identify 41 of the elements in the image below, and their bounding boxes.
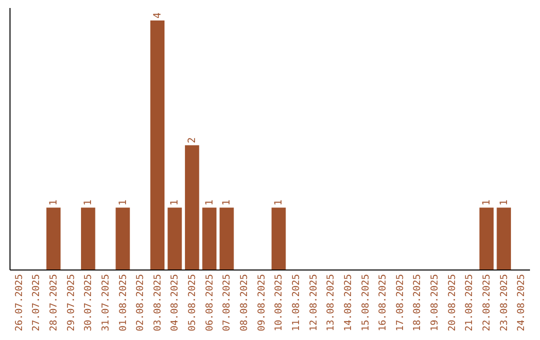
data-label: 1 [482,200,493,206]
x-tick-label: 06.08.2025 [204,274,216,332]
data-label: 2 [187,137,198,144]
x-tick-label: 18.08.2025 [412,274,424,332]
x-tick-label: 20.08.2025 [446,274,458,332]
x-tick-label: 30.07.2025 [83,274,94,332]
x-tick-label: 21.08.2025 [464,274,476,332]
data-label: 1 [498,200,510,206]
x-tick-label: 02.08.2025 [135,274,146,332]
x-tick-label: 14.08.2025 [342,274,354,332]
x-tick-label: 05.08.2025 [187,274,198,332]
data-label: 1 [83,200,94,206]
data-label: 1 [222,200,233,206]
x-tick-label: 15.08.2025 [360,274,372,332]
x-tick-label: 09.08.2025 [256,274,268,332]
data-label: 1 [204,200,216,206]
x-tick-label: 01.08.2025 [118,274,129,332]
x-tick-label: 28.07.2025 [48,274,60,332]
x-tick-label: 07.08.2025 [222,274,233,332]
x-tick-label: 03.08.2025 [152,274,164,332]
x-tick-label: 11.08.2025 [290,274,302,332]
x-tick-label: 10.08.2025 [274,274,285,332]
data-label: 1 [170,200,181,206]
x-tick-label: 24.08.2025 [516,274,528,332]
x-tick-label: 31.07.2025 [100,274,112,332]
x-tick-label: 23.08.2025 [498,274,510,332]
x-tick-label: 16.08.2025 [378,274,389,332]
data-label: 1 [118,200,129,206]
x-tick-label: 26.07.2025 [14,274,25,332]
x-tick-label: 29.07.2025 [66,274,77,332]
data-label: 1 [48,200,60,206]
data-label: 4 [152,12,164,18]
x-tick-label: 22.08.2025 [482,274,493,332]
x-tick-label: 12.08.2025 [308,274,320,332]
x-tick-label: 08.08.2025 [239,274,250,332]
x-tick-label: 13.08.2025 [326,274,337,332]
x-tick-label: 27.07.2025 [31,274,42,332]
x-tick-label: 04.08.2025 [170,274,181,332]
data-label: 1 [274,200,285,206]
x-tick-label: 17.08.2025 [394,274,406,332]
x-tick-label: 19.08.2025 [430,274,441,332]
